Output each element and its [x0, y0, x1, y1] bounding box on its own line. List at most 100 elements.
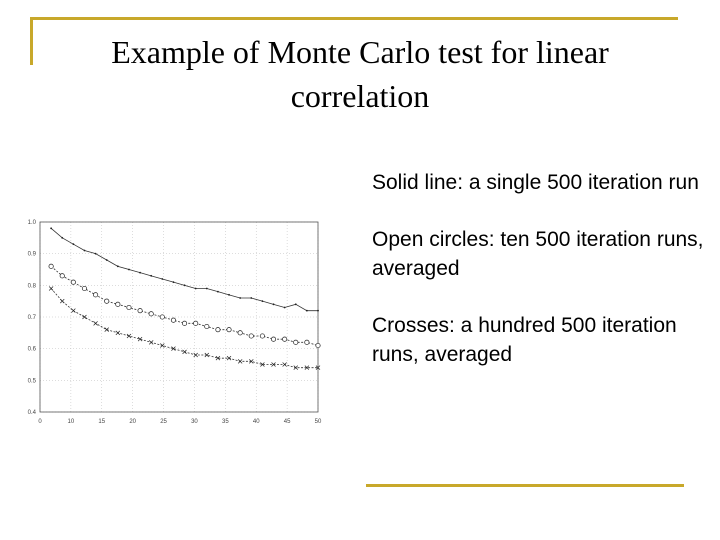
- data-point-cross: [204, 352, 210, 358]
- data-point-dot: [272, 303, 275, 306]
- data-point-cross: [59, 298, 65, 304]
- data-point-circle: [170, 317, 176, 323]
- y-tick-label: 0.6: [28, 347, 37, 353]
- data-point-dot: [50, 227, 53, 230]
- bullet-solid-line: Solid line: a single 500 iteration run: [372, 171, 699, 194]
- bullet-crosses: Crosses: a hundred 500 iteration runs, a…: [372, 314, 677, 366]
- data-point-cross: [160, 343, 165, 348]
- cross-stroke: [282, 362, 287, 367]
- data-point-dot: [205, 287, 208, 290]
- data-point-circle: [93, 292, 99, 298]
- data-point-circle: [304, 339, 310, 345]
- data-point-dot: [128, 268, 130, 271]
- chart-svg: 0 10 15 20 25 30 35 40 45 50 0.4 0.5 0.6 0.7 0.8 0.9 1.0: [28, 220, 322, 425]
- x-tick-label: 0: [38, 419, 42, 425]
- data-point-dot: [83, 249, 86, 252]
- cross-stroke: [193, 352, 198, 358]
- data-point-cross: [104, 327, 109, 332]
- x-tick-label: 45: [284, 419, 291, 425]
- data-point-cross: [304, 365, 310, 370]
- data-point-circle: [159, 314, 165, 320]
- data-point-cross: [271, 362, 276, 367]
- data-point-dot: [283, 306, 286, 309]
- data-point-dot: [261, 300, 264, 303]
- data-point-circle: [248, 333, 254, 339]
- data-point-cross: [82, 314, 87, 320]
- data-point-circle: [293, 339, 299, 345]
- data-point-dot: [139, 271, 141, 274]
- data-point-cross: [137, 336, 143, 342]
- series-line: [50, 288, 318, 369]
- data-point-circle: [126, 304, 132, 311]
- title-rule-top: [30, 17, 678, 20]
- cross-stroke: [137, 336, 143, 342]
- data-point-dot: [194, 287, 197, 290]
- y-tick-label: 0.9: [28, 252, 37, 258]
- x-tick-label: 25: [160, 419, 167, 425]
- series-line: [50, 228, 318, 312]
- x-tick-label: 40: [253, 419, 260, 425]
- cross-stroke: [93, 321, 98, 326]
- data-point-dot: [94, 252, 97, 255]
- data-point-cross: [171, 346, 176, 351]
- cross-stroke: [82, 314, 87, 320]
- bullet-list: Solid line: a single 500 iteration run O…: [372, 168, 712, 397]
- cross-stroke: [271, 362, 276, 367]
- y-tick-label: 0.8: [28, 283, 37, 289]
- data-point-dot: [305, 309, 308, 312]
- y-tick-label: 0.4: [28, 410, 37, 416]
- cross-stroke: [171, 346, 176, 351]
- data-point-circle: [48, 263, 54, 269]
- bullet-open-circles: Open circles: ten 500 iteration runs, av…: [372, 228, 704, 280]
- data-point-cross: [48, 286, 54, 291]
- data-point-cross: [115, 330, 121, 336]
- data-point-cross: [71, 308, 76, 313]
- data-point-circle: [70, 279, 76, 285]
- bottom-rule: [366, 484, 684, 487]
- data-point-circle: [104, 298, 110, 304]
- data-point-dot: [161, 278, 164, 280]
- y-tick-label: 1.0: [28, 220, 37, 226]
- data-point-dot: [228, 293, 230, 296]
- y-tick-label: 0.7: [28, 315, 37, 321]
- data-point-dot: [72, 243, 75, 246]
- data-point-circle: [182, 320, 188, 326]
- data-point-cross: [182, 349, 187, 355]
- data-point-cross: [215, 355, 221, 361]
- monte-carlo-chart: 0 10 15 20 25 30 35 40 45 50 0.4 0.5 0.6 0.7 0.8 0.9 1.0: [16, 206, 342, 442]
- data-point-circle: [282, 336, 288, 342]
- data-point-cross: [93, 321, 98, 326]
- data-point-circle: [315, 342, 321, 349]
- x-tick-label: 30: [191, 419, 198, 425]
- data-point-cross: [260, 362, 265, 367]
- data-point-dot: [317, 309, 319, 312]
- data-point-circle: [215, 327, 221, 333]
- data-point-cross: [282, 362, 287, 367]
- cross-stroke: [148, 340, 154, 345]
- cross-stroke: [304, 365, 310, 370]
- x-tick-label: 20: [129, 419, 136, 425]
- data-point-circle: [226, 327, 232, 333]
- data-point-circle: [270, 336, 277, 342]
- data-point-cross: [293, 365, 299, 370]
- data-point-dot: [217, 290, 219, 293]
- data-point-circle: [237, 330, 243, 336]
- data-point-dot: [172, 281, 175, 284]
- data-point-dot: [61, 236, 64, 239]
- data-point-cross: [193, 352, 198, 358]
- plot-frame: [39, 221, 319, 413]
- slide-title: Example of Monte Carlo test for linear c…: [111, 34, 609, 114]
- data-point-dot: [250, 297, 253, 299]
- data-point-circle: [204, 323, 210, 330]
- data-point-circle: [59, 273, 65, 279]
- data-point-cross: [237, 359, 243, 364]
- cross-stroke: [215, 355, 221, 361]
- cross-stroke: [104, 327, 109, 332]
- data-point-circle: [259, 333, 265, 339]
- data-point-cross: [148, 340, 154, 345]
- cross-stroke: [315, 365, 321, 370]
- x-tick-label: 10: [68, 419, 75, 425]
- cross-stroke: [204, 352, 210, 358]
- data-point-circle: [81, 285, 88, 292]
- x-tick-label: 50: [315, 419, 322, 425]
